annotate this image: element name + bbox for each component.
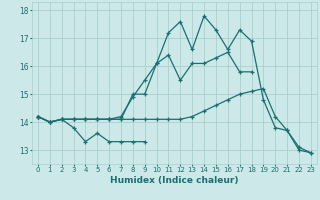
X-axis label: Humidex (Indice chaleur): Humidex (Indice chaleur) bbox=[110, 176, 239, 185]
